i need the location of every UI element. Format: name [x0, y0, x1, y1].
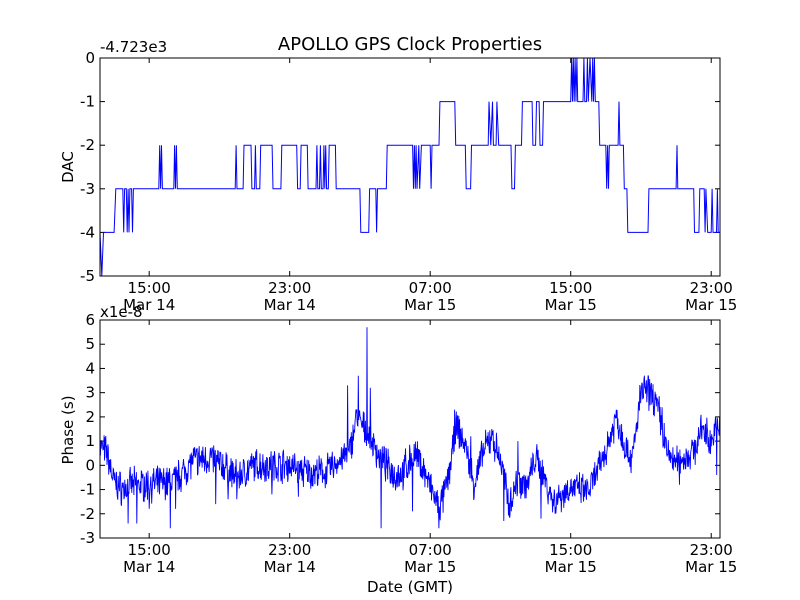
dac-ticks [100, 57, 720, 277]
dac-ytick-label: -5 [80, 267, 95, 285]
dac-xtick-time-label: 15:00 [549, 279, 592, 297]
phase-xtick-date-label: Mar 15 [404, 558, 456, 576]
dac-xtick-time-label: 07:00 [409, 279, 452, 297]
phase-xtick-time-label: 23:00 [690, 541, 733, 559]
phase-ticks [100, 319, 720, 539]
phase-ytick-label: 5 [85, 335, 95, 353]
phase-xtick-date-label: Mar 14 [123, 558, 175, 576]
phase-ytick-label: 2 [85, 408, 95, 426]
dac-ytick-label: -1 [80, 93, 95, 111]
dac-xtick-date-label: Mar 15 [404, 296, 456, 314]
dac-xtick-time-label: 23:00 [690, 279, 733, 297]
phase-xtick-time-label: 07:00 [409, 541, 452, 559]
phase-ytick-label: -3 [80, 529, 95, 547]
dac-ytick-label: -3 [80, 180, 95, 198]
phase-y-axis-label: Phase (s) [59, 395, 77, 464]
phase-plot-frame [99, 319, 721, 539]
phase-ytick-label: 0 [85, 456, 95, 474]
dac-ytick-label: -2 [80, 136, 95, 154]
dac-offset-label: -4.723e3 [100, 38, 167, 56]
phase-xtick-time-label: 15:00 [128, 541, 171, 559]
phase-ytick-label: 3 [85, 384, 95, 402]
phase-xtick-date-label: Mar 14 [264, 558, 316, 576]
phase-ytick-label: 4 [85, 359, 95, 377]
phase-xtick-time-label: 23:00 [268, 541, 311, 559]
dac-xtick-date-label: Mar 14 [264, 296, 316, 314]
phase-series-line [99, 327, 721, 529]
dac-plot-frame [99, 57, 721, 277]
phase-ytick-label: 6 [85, 311, 95, 329]
dac-xtick-time-label: 23:00 [268, 279, 311, 297]
phase-xtick-time-label: 15:00 [549, 541, 592, 559]
dac-series-line [99, 57, 720, 277]
phase-ytick-label: -1 [80, 481, 95, 499]
dac-ytick-label: -4 [80, 223, 95, 241]
phase-offset-label: x1e-8 [100, 303, 143, 321]
phase-ytick-label: 1 [85, 432, 95, 450]
dac-xtick-time-label: 15:00 [128, 279, 171, 297]
dac-ytick-label: 0 [85, 49, 95, 67]
phase-xtick-date-label: Mar 15 [685, 558, 737, 576]
dac-panel: APOLLO GPS Clock Properties -4.723e3 DAC… [59, 34, 737, 314]
dac-xtick-date-label: Mar 15 [685, 296, 737, 314]
dac-y-axis-label: DAC [59, 151, 77, 183]
phase-ytick-label: -2 [80, 505, 95, 523]
dac-xtick-date-label: Mar 14 [123, 296, 175, 314]
phase-xtick-date-label: Mar 15 [545, 558, 597, 576]
chart-title: APOLLO GPS Clock Properties [278, 34, 542, 55]
x-axis-label: Date (GMT) [367, 578, 453, 596]
dac-xtick-date-label: Mar 15 [545, 296, 597, 314]
